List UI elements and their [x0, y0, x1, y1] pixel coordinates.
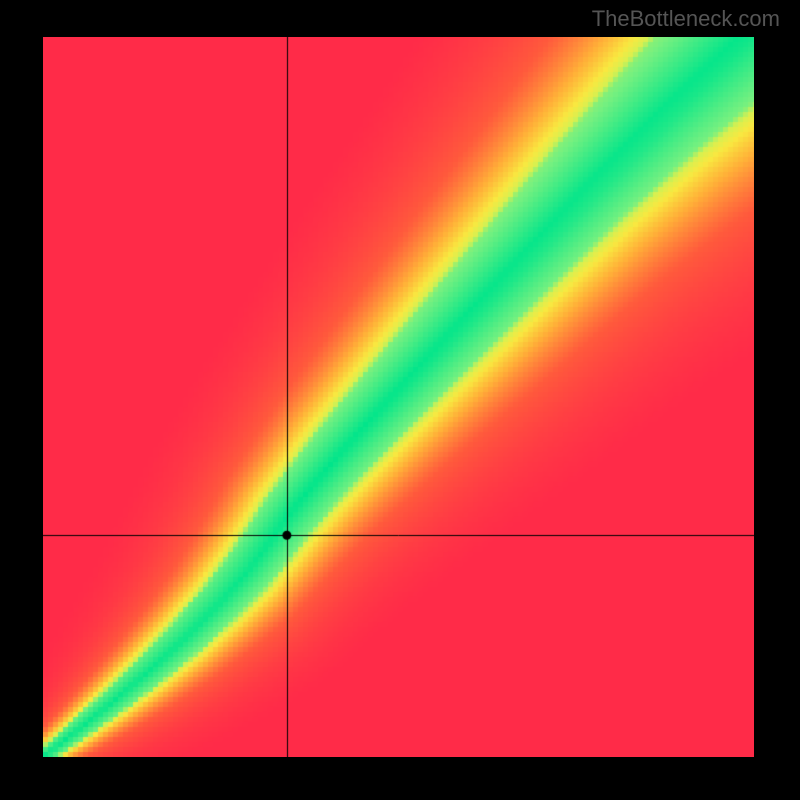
- chart-container: TheBottleneck.com: [0, 0, 800, 800]
- watermark-text: TheBottleneck.com: [592, 6, 780, 32]
- bottleneck-heatmap: [43, 37, 754, 757]
